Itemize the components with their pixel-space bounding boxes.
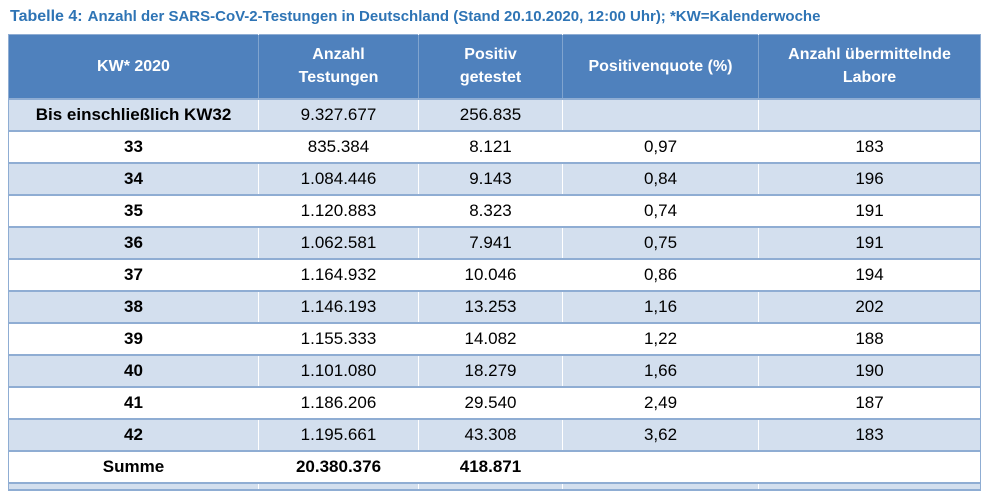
cell-kw: 42 (124, 424, 143, 444)
cell-positive: 14.082 (418, 322, 563, 355)
empty-cell (418, 482, 563, 490)
cell-kw: 38 (124, 296, 143, 316)
cell-kw: 39 (124, 328, 143, 348)
cell-tests: 20.380.376 (258, 450, 419, 483)
empty-cell (258, 482, 419, 490)
cell-labs: 183 (758, 130, 981, 163)
cell-kw: 40 (124, 360, 143, 380)
column-header-kw: KW* 2020 (8, 34, 259, 100)
table-row: 37 1.164.932 10.046 0,86 194 (8, 258, 981, 291)
table-caption: Tabelle 4: Anzahl der SARS-CoV-2-Testunge… (10, 7, 980, 27)
cell-positive: 13.253 (418, 290, 563, 323)
cell-tests: 1.186.206 (258, 386, 419, 419)
cell-tests: 1.084.446 (258, 162, 419, 195)
empty-cell (9, 483, 259, 490)
header-row: KW* 2020 Anzahl Testungen Positiv getestet… (8, 34, 981, 100)
cell-tests: 1.155.333 (258, 322, 419, 355)
cell-kw: 35 (124, 200, 143, 220)
cell-labs: 202 (758, 290, 981, 323)
cell-labs: 191 (758, 194, 981, 227)
cell-positive: 8.323 (418, 194, 563, 227)
empty-cell (758, 482, 981, 490)
cell-tests: 1.195.661 (258, 418, 419, 451)
cell-tests: 1.120.883 (258, 194, 419, 227)
cell-labs: 188 (758, 322, 981, 355)
cell-tests: 1.146.193 (258, 290, 419, 323)
table-row: 38 1.146.193 13.253 1,16 202 (8, 290, 981, 323)
cell-rate (562, 98, 759, 131)
table-row: 35 1.120.883 8.323 0,74 191 (8, 194, 981, 227)
cell-positive: 43.308 (418, 418, 563, 451)
cell-kw: Summe (102, 456, 165, 476)
cell-positive: 29.540 (418, 386, 563, 419)
cell-tests: 1.062.581 (258, 226, 419, 259)
cell-rate (562, 450, 759, 483)
cell-rate: 0,97 (562, 130, 759, 163)
table-row: 36 1.062.581 7.941 0,75 191 (8, 226, 981, 259)
cell-labs (758, 98, 981, 131)
cell-labs: 196 (758, 162, 981, 195)
table-row: 40 1.101.080 18.279 1,66 190 (8, 354, 981, 387)
partial-row-strip (8, 482, 981, 490)
cell-rate: 1,22 (562, 322, 759, 355)
column-header-labs: Anzahl übermittelnde Labore (758, 34, 981, 100)
cell-kw: 34 (124, 168, 143, 188)
cell-rate: 1,66 (562, 354, 759, 387)
cell-positive: 9.143 (418, 162, 563, 195)
cell-tests: 1.101.080 (258, 354, 419, 387)
cell-positive: 418.871 (418, 450, 563, 483)
cell-rate: 0,86 (562, 258, 759, 291)
table-row: 39 1.155.333 14.082 1,22 188 (8, 322, 981, 355)
table-row: 42 1.195.661 43.308 3,62 183 (8, 418, 981, 451)
table-row: 33 835.384 8.121 0,97 183 (8, 130, 981, 163)
column-header-tests: Anzahl Testungen (258, 34, 419, 100)
cell-kw: 36 (124, 232, 143, 252)
cell-kw: 41 (124, 392, 143, 412)
empty-cell (562, 482, 759, 490)
cell-positive: 7.941 (418, 226, 563, 259)
column-header-rate: Positivenquote (%) (562, 34, 759, 100)
cell-labs: 183 (758, 418, 981, 451)
cell-positive: 8.121 (418, 130, 563, 163)
column-header-positive: Positiv getestet (418, 34, 563, 100)
table-row: 34 1.084.446 9.143 0,84 196 (8, 162, 981, 195)
total-row: Summe 20.380.376 418.871 (8, 450, 981, 483)
cell-positive: 10.046 (418, 258, 563, 291)
cell-rate: 3,62 (562, 418, 759, 451)
cell-rate: 1,16 (562, 290, 759, 323)
cell-tests: 835.384 (258, 130, 419, 163)
cell-rate: 2,49 (562, 386, 759, 419)
cell-kw: 33 (124, 136, 143, 156)
table-row: Bis einschließlich KW32 9.327.677 256.835 (8, 98, 981, 131)
table-caption-text: Anzahl der SARS-CoV-2-Testungen in Deuts… (87, 8, 821, 25)
cell-labs: 187 (758, 386, 981, 419)
table-caption-label: Tabelle 4: (10, 8, 83, 25)
cell-positive: 18.279 (418, 354, 563, 387)
cell-positive: 256.835 (418, 98, 563, 131)
cell-kw: Bis einschließlich KW32 (35, 104, 232, 124)
cell-labs: 194 (758, 258, 981, 291)
cell-labs: 191 (758, 226, 981, 259)
table-body: Bis einschließlich KW32 9.327.677 256.835 3… (8, 98, 981, 490)
cell-rate: 0,74 (562, 194, 759, 227)
cell-labs: 190 (758, 354, 981, 387)
table-row: 41 1.186.206 29.540 2,49 187 (8, 386, 981, 419)
cell-rate: 0,84 (562, 162, 759, 195)
testing-table: KW* 2020 Anzahl Testungen Positiv getestet… (8, 34, 981, 491)
cell-tests: 1.164.932 (258, 258, 419, 291)
cell-tests: 9.327.677 (258, 98, 419, 131)
cell-rate: 0,75 (562, 226, 759, 259)
cell-labs (758, 450, 981, 483)
cell-kw: 37 (124, 264, 143, 284)
